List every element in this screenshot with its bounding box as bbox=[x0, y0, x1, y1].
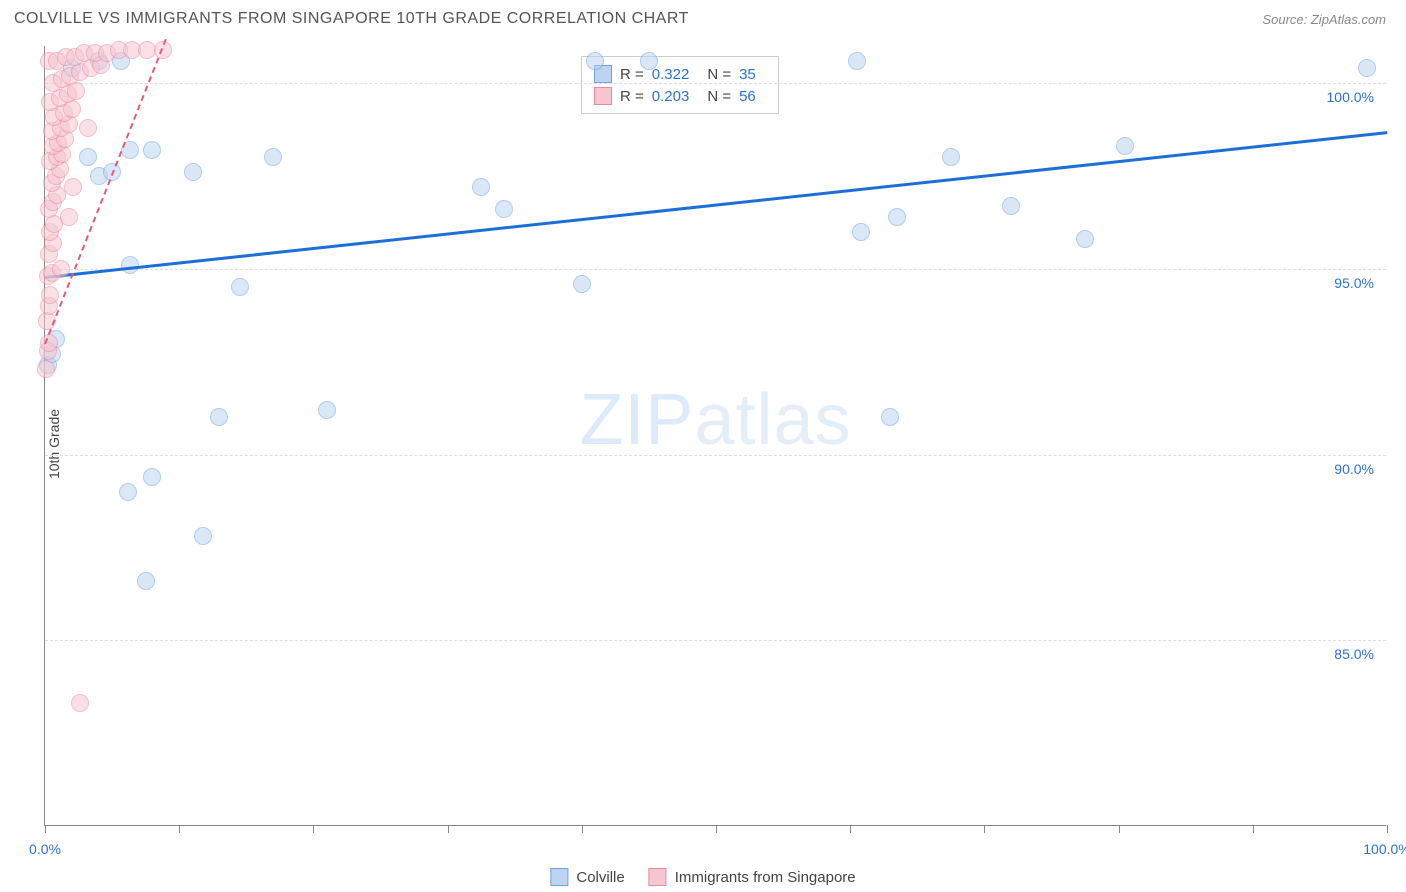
data-point bbox=[60, 208, 78, 226]
trend-line bbox=[45, 131, 1387, 279]
legend-label: Colville bbox=[576, 869, 624, 886]
legend-item: Colville bbox=[550, 868, 624, 886]
gridline bbox=[45, 455, 1386, 456]
scatter-plot: ZIPatlas R = 0.322 N = 35 R = 0.203 N = 56 85.0… bbox=[44, 46, 1386, 826]
legend-label: Immigrants from Singapore bbox=[675, 869, 856, 886]
data-point bbox=[40, 334, 58, 352]
y-tick-label: 85.0% bbox=[1334, 646, 1374, 662]
data-point bbox=[472, 178, 490, 196]
gridline bbox=[45, 83, 1386, 84]
data-point bbox=[1002, 197, 1020, 215]
watermark-thin: atlas bbox=[694, 380, 851, 460]
data-point bbox=[573, 275, 591, 293]
data-point bbox=[37, 360, 55, 378]
n-label: N = bbox=[707, 88, 731, 105]
data-point bbox=[210, 408, 228, 426]
x-tick bbox=[45, 825, 46, 833]
data-point bbox=[1076, 230, 1094, 248]
series-legend: Colville Immigrants from Singapore bbox=[550, 868, 855, 886]
data-point bbox=[143, 468, 161, 486]
legend-swatch bbox=[594, 87, 612, 105]
x-tick bbox=[313, 825, 314, 833]
n-value: 35 bbox=[739, 66, 756, 83]
data-point bbox=[318, 401, 336, 419]
data-point bbox=[848, 52, 866, 70]
gridline bbox=[45, 269, 1386, 270]
x-tick bbox=[716, 825, 717, 833]
data-point bbox=[231, 278, 249, 296]
source-label: Source: ZipAtlas.com bbox=[1262, 12, 1386, 27]
y-tick-label: 100.0% bbox=[1327, 89, 1374, 105]
data-point bbox=[184, 163, 202, 181]
data-point bbox=[71, 694, 89, 712]
legend-item: Immigrants from Singapore bbox=[649, 868, 856, 886]
x-tick bbox=[850, 825, 851, 833]
x-tick bbox=[984, 825, 985, 833]
data-point bbox=[79, 119, 97, 137]
data-point bbox=[64, 178, 82, 196]
n-value: 56 bbox=[739, 88, 756, 105]
r-label: R = bbox=[620, 66, 644, 83]
stats-legend: R = 0.322 N = 35 R = 0.203 N = 56 bbox=[581, 56, 779, 114]
data-point bbox=[881, 408, 899, 426]
data-point bbox=[143, 141, 161, 159]
chart-title: COLVILLE VS IMMIGRANTS FROM SINGAPORE 10… bbox=[14, 10, 689, 28]
y-tick-label: 95.0% bbox=[1334, 275, 1374, 291]
x-tick bbox=[582, 825, 583, 833]
x-tick bbox=[1119, 825, 1120, 833]
x-tick bbox=[1253, 825, 1254, 833]
x-tick-label: 0.0% bbox=[29, 841, 61, 857]
data-point bbox=[52, 260, 70, 278]
data-point bbox=[888, 208, 906, 226]
data-point bbox=[41, 286, 59, 304]
x-tick bbox=[179, 825, 180, 833]
x-tick bbox=[1387, 825, 1388, 833]
r-label: R = bbox=[620, 88, 644, 105]
data-point bbox=[264, 148, 282, 166]
data-point bbox=[640, 52, 658, 70]
data-point bbox=[495, 200, 513, 218]
data-point bbox=[586, 52, 604, 70]
data-point bbox=[852, 223, 870, 241]
data-point bbox=[194, 527, 212, 545]
data-point bbox=[137, 572, 155, 590]
data-point bbox=[942, 148, 960, 166]
gridline bbox=[45, 640, 1386, 641]
watermark: ZIPatlas bbox=[579, 379, 851, 461]
legend-swatch bbox=[550, 868, 568, 886]
x-tick bbox=[448, 825, 449, 833]
data-point bbox=[119, 483, 137, 501]
legend-swatch bbox=[649, 868, 667, 886]
n-label: N = bbox=[707, 66, 731, 83]
data-point bbox=[1116, 137, 1134, 155]
r-value: 0.322 bbox=[652, 66, 690, 83]
y-tick-label: 90.0% bbox=[1334, 461, 1374, 477]
r-value: 0.203 bbox=[652, 88, 690, 105]
watermark-bold: ZIP bbox=[579, 380, 694, 460]
x-tick-label: 100.0% bbox=[1363, 841, 1406, 857]
data-point bbox=[79, 148, 97, 166]
stats-legend-row: R = 0.322 N = 35 bbox=[594, 63, 766, 85]
data-point bbox=[1358, 59, 1376, 77]
stats-legend-row: R = 0.203 N = 56 bbox=[594, 85, 766, 107]
